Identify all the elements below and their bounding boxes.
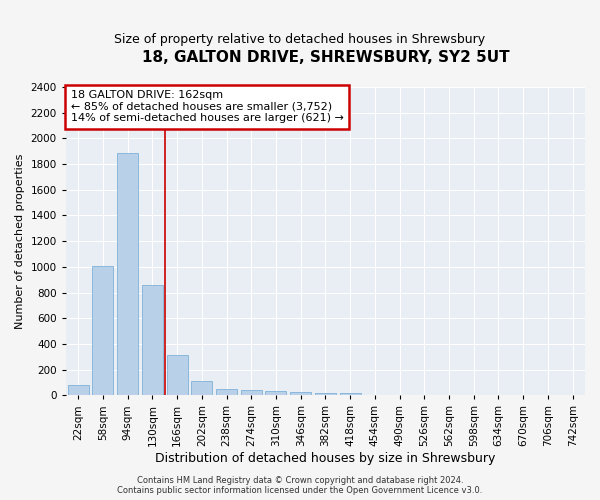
X-axis label: Distribution of detached houses by size in Shrewsbury: Distribution of detached houses by size … [155, 452, 496, 465]
Bar [340, 394, 361, 396]
Bar [315, 392, 336, 396]
Bar [290, 392, 311, 396]
Bar [92, 266, 113, 396]
Text: Contains HM Land Registry data © Crown copyright and database right 2024.
Contai: Contains HM Land Registry data © Crown c… [118, 476, 482, 495]
Bar [142, 285, 163, 396]
Bar [68, 385, 89, 396]
Bar [191, 380, 212, 396]
Text: 18 GALTON DRIVE: 162sqm
← 85% of detached houses are smaller (3,752)
14% of semi: 18 GALTON DRIVE: 162sqm ← 85% of detache… [71, 90, 344, 124]
Bar [167, 356, 188, 396]
Y-axis label: Number of detached properties: Number of detached properties [15, 154, 25, 329]
Bar [241, 390, 262, 396]
Title: 18, GALTON DRIVE, SHREWSBURY, SY2 5UT: 18, GALTON DRIVE, SHREWSBURY, SY2 5UT [142, 50, 509, 65]
Bar [117, 152, 138, 396]
Bar [216, 389, 237, 396]
Text: Size of property relative to detached houses in Shrewsbury: Size of property relative to detached ho… [115, 32, 485, 46]
Bar [265, 391, 286, 396]
